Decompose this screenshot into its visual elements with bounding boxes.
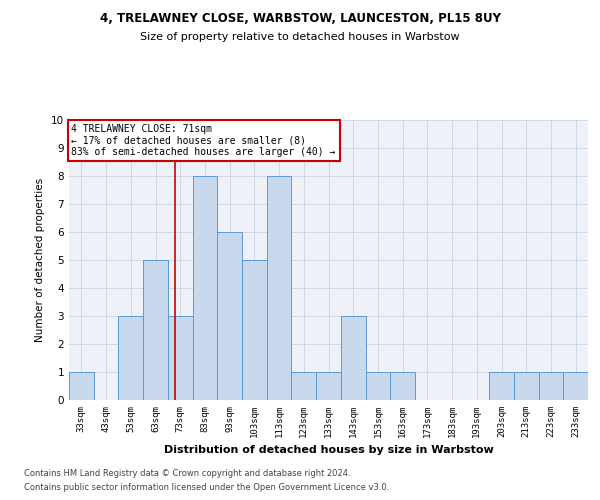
Bar: [217, 232, 242, 400]
Bar: [514, 372, 539, 400]
Bar: [390, 372, 415, 400]
Bar: [563, 372, 588, 400]
Bar: [242, 260, 267, 400]
Bar: [143, 260, 168, 400]
Text: Size of property relative to detached houses in Warbstow: Size of property relative to detached ho…: [140, 32, 460, 42]
Bar: [341, 316, 365, 400]
Bar: [168, 316, 193, 400]
Text: Contains public sector information licensed under the Open Government Licence v3: Contains public sector information licen…: [24, 484, 389, 492]
Bar: [267, 176, 292, 400]
Bar: [365, 372, 390, 400]
Bar: [193, 176, 217, 400]
Text: 4 TRELAWNEY CLOSE: 71sqm
← 17% of detached houses are smaller (8)
83% of semi-de: 4 TRELAWNEY CLOSE: 71sqm ← 17% of detach…: [71, 124, 336, 158]
Bar: [489, 372, 514, 400]
Bar: [292, 372, 316, 400]
Bar: [118, 316, 143, 400]
X-axis label: Distribution of detached houses by size in Warbstow: Distribution of detached houses by size …: [164, 446, 493, 456]
Text: 4, TRELAWNEY CLOSE, WARBSTOW, LAUNCESTON, PL15 8UY: 4, TRELAWNEY CLOSE, WARBSTOW, LAUNCESTON…: [100, 12, 500, 26]
Text: Contains HM Land Registry data © Crown copyright and database right 2024.: Contains HM Land Registry data © Crown c…: [24, 468, 350, 477]
Bar: [316, 372, 341, 400]
Y-axis label: Number of detached properties: Number of detached properties: [35, 178, 46, 342]
Bar: [69, 372, 94, 400]
Bar: [539, 372, 563, 400]
